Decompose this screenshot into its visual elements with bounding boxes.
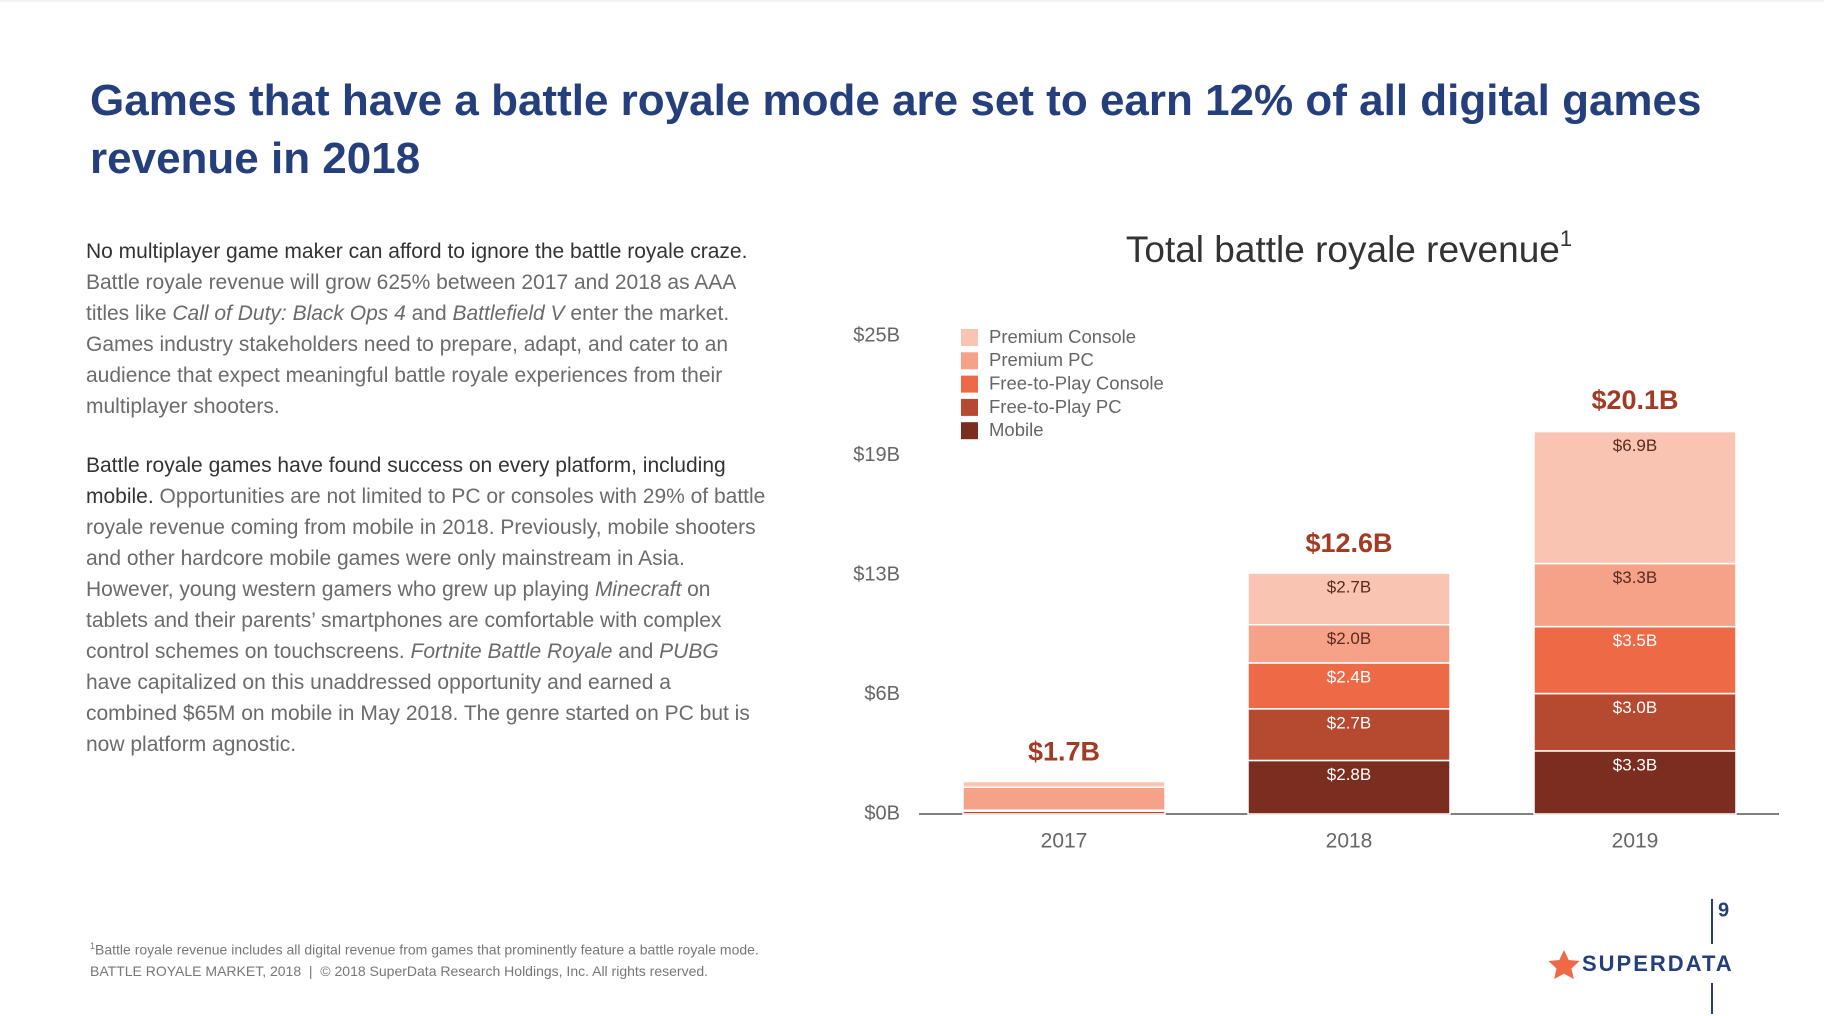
text-run: No multiplayer game maker can afford to … (86, 240, 748, 263)
text-run: Minecraft (594, 578, 682, 601)
legend-label: Premium Console (989, 326, 1136, 347)
footnote: 1Battle royale revenue includes all digi… (90, 936, 759, 982)
legend-label: Mobile (989, 419, 1044, 440)
text-run: have capitalized on this unaddressed opp… (86, 671, 750, 756)
total-label: $1.7B (1028, 737, 1100, 767)
value-label: $6.9B (1613, 436, 1657, 455)
chart-title-text: Total battle royale revenue (1126, 229, 1560, 270)
x-tick-label: 2018 (1326, 830, 1373, 853)
bar-segment (1533, 625, 1737, 695)
bar-segment (962, 786, 1166, 811)
y-tick-label: $25B (853, 324, 900, 346)
text-run: PUBG (659, 640, 719, 663)
bar-segment (1533, 562, 1737, 628)
value-label: $2.7B (1327, 713, 1371, 732)
footnote-mark: 1 (90, 941, 96, 951)
value-label: $3.5B (1613, 631, 1657, 650)
bar-segment (962, 780, 1166, 788)
y-tick-label: $6B (864, 683, 900, 705)
bar-segment (1533, 430, 1737, 565)
text-run: Battlefield V (452, 302, 565, 325)
paragraph: Battle royale games have found success o… (86, 450, 766, 760)
y-tick-label: $13B (853, 563, 900, 585)
value-label: $2.8B (1327, 765, 1371, 784)
y-tick-label: $19B (853, 444, 900, 466)
legend-label: Premium PC (989, 349, 1094, 370)
text-run: Fortnite Battle Royale (410, 640, 613, 663)
legend-swatch (961, 329, 978, 346)
y-tick-label: $0B (864, 802, 900, 824)
text-run: Opportunities are not limited to PC or c… (86, 485, 766, 601)
value-label: $2.7B (1327, 578, 1371, 597)
text-run: Call of Duty: Black Ops 4 (172, 302, 406, 325)
footnote-note: 1Battle royale revenue includes all digi… (90, 936, 759, 961)
legend-swatch (961, 375, 978, 393)
value-label: $3.3B (1613, 755, 1657, 774)
total-label: $12.6B (1305, 528, 1392, 558)
x-tick-label: 2019 (1612, 830, 1659, 853)
text-run: Battle royale games have found success o… (86, 454, 726, 508)
bar-segment (1533, 750, 1737, 815)
text-run: and (612, 640, 660, 663)
value-label: $3.3B (1613, 568, 1657, 587)
legend-label: Free-to-Play PC (989, 396, 1122, 417)
bar-segment (1247, 708, 1451, 762)
text-run: on tablets and their parents’ smartphone… (86, 578, 722, 663)
logo-star (1548, 950, 1580, 979)
legend-swatch (961, 422, 978, 440)
bar-segment (1247, 572, 1451, 626)
bar-segment (1533, 692, 1737, 752)
legend-label: Free-to-Play Console (989, 372, 1164, 393)
text-run: and (405, 302, 453, 325)
footnote-source: BATTLE ROYALE MARKET, 2018 | © 2018 Supe… (90, 962, 709, 979)
logo: SUPERDATA (1582, 951, 1734, 976)
bar-segment (1247, 662, 1451, 710)
value-label: $2.0B (1327, 629, 1371, 648)
legend-swatch (961, 352, 978, 370)
text-run: enter the market. Games industry stakeho… (86, 302, 730, 418)
bar-segment (1247, 759, 1451, 815)
page-number: 9 (1718, 899, 1729, 921)
legend-swatch (961, 398, 978, 416)
value-label: $3.0B (1613, 698, 1657, 717)
text-run: Battle royale revenue will grow 625% bet… (86, 271, 736, 325)
body-text: No multiplayer game maker can afford to … (86, 236, 766, 788)
page-title: Games that have a battle royale mode are… (90, 76, 1702, 183)
chart-title-note: 1 (1560, 226, 1572, 251)
x-tick-label: 2017 (1041, 830, 1088, 853)
footnote-text: Battle royale revenue includes all digit… (95, 941, 759, 958)
paragraph: No multiplayer game maker can afford to … (86, 236, 766, 422)
chart-title: Total battle royale revenue1 (1126, 226, 1572, 270)
value-label: $2.4B (1327, 667, 1371, 686)
total-label: $20.1B (1591, 385, 1678, 415)
